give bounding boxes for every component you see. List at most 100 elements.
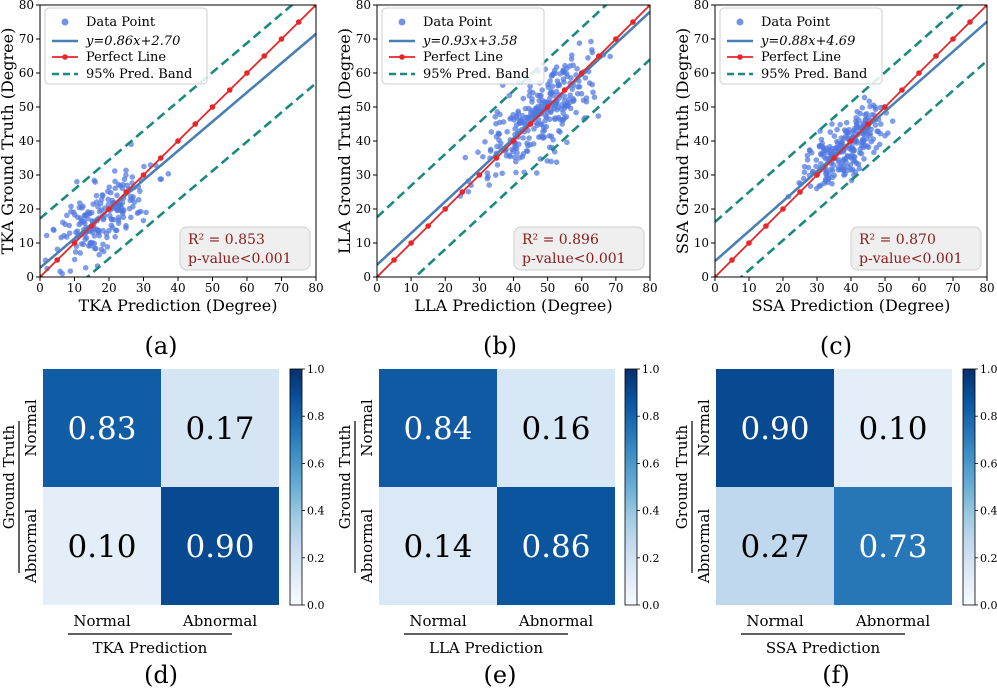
data-point bbox=[549, 83, 556, 89]
data-point bbox=[560, 68, 567, 75]
colorbar-tick-label: 0.0 bbox=[307, 599, 325, 612]
data-point bbox=[824, 150, 830, 156]
data-point bbox=[853, 128, 860, 134]
data-point bbox=[85, 209, 91, 215]
perfect-line-marker bbox=[261, 53, 268, 59]
colorbar-tick-label: 0.2 bbox=[642, 552, 660, 565]
y-tick-label: 20 bbox=[694, 202, 709, 216]
data-point bbox=[607, 53, 613, 60]
perfect-line-marker bbox=[899, 87, 905, 93]
data-point bbox=[105, 196, 112, 203]
data-point bbox=[861, 156, 867, 162]
x-tick-label: 70 bbox=[274, 281, 289, 295]
col-label: Abnormal bbox=[518, 612, 593, 630]
data-point bbox=[531, 126, 537, 132]
y-tick-label: 20 bbox=[19, 202, 34, 216]
data-point bbox=[92, 245, 98, 252]
data-point bbox=[861, 94, 868, 101]
data-point bbox=[113, 227, 119, 234]
data-point bbox=[536, 97, 543, 104]
upper-pred-band bbox=[715, 5, 964, 223]
data-point bbox=[118, 204, 125, 211]
data-point bbox=[867, 132, 873, 139]
x-tick-label: 50 bbox=[540, 281, 555, 295]
y-axis-label: TKA Ground Truth (Degree) bbox=[0, 28, 17, 255]
data-point bbox=[516, 118, 523, 125]
data-point bbox=[548, 158, 554, 165]
perfect-line-marker bbox=[442, 206, 449, 212]
heatmap-cell-label: 0.83 bbox=[67, 411, 136, 447]
legend-perfect-dot bbox=[737, 54, 743, 60]
perfect-line-marker bbox=[848, 138, 854, 144]
data-point bbox=[108, 222, 115, 229]
data-point bbox=[104, 244, 111, 250]
y-tick-label: 0 bbox=[363, 270, 371, 284]
data-point bbox=[568, 56, 575, 62]
data-point bbox=[137, 188, 143, 194]
scatter-panel-c: 0 10 20 30 40 50 60 70 80 0 10 20 30 40 50 60 70 80 SSA Pr… bbox=[673, 0, 995, 360]
data-point bbox=[546, 95, 553, 102]
data-point bbox=[121, 176, 128, 183]
data-point bbox=[854, 138, 860, 144]
data-point bbox=[842, 128, 849, 135]
data-point bbox=[96, 251, 102, 258]
data-point bbox=[91, 177, 98, 184]
perfect-line-marker bbox=[209, 104, 216, 110]
heatmap-cell bbox=[161, 369, 279, 487]
data-point bbox=[112, 234, 118, 240]
data-point bbox=[117, 183, 124, 189]
data-point bbox=[805, 164, 812, 171]
data-point bbox=[801, 169, 808, 176]
data-point bbox=[128, 214, 134, 221]
panel-caption: (d) bbox=[144, 661, 178, 689]
data-point bbox=[119, 200, 126, 206]
data-point bbox=[556, 82, 563, 89]
x-axis-label: LLA Prediction (Degree) bbox=[414, 296, 612, 315]
data-point bbox=[130, 194, 136, 200]
data-point bbox=[99, 192, 106, 199]
perfect-line-marker bbox=[578, 70, 585, 76]
col-label: Normal bbox=[746, 612, 803, 630]
data-point bbox=[574, 90, 581, 97]
heatmap-cell bbox=[834, 487, 952, 605]
colorbar-tick-label: 0.8 bbox=[307, 410, 325, 423]
perfect-line-marker bbox=[278, 36, 285, 42]
x-tick-label: 10 bbox=[741, 281, 756, 295]
heatmap-panel-f: 0.90 0.10 0.27 0.73 Normal Abnormal Normal Abno… bbox=[673, 363, 997, 689]
data-point bbox=[526, 135, 532, 141]
scatter-panel-a: 0 10 20 30 40 50 60 70 80 0 10 20 30 40 50 60 70 80 TKA Pr… bbox=[0, 0, 324, 360]
data-point bbox=[588, 38, 594, 45]
data-point bbox=[553, 159, 560, 165]
data-point bbox=[829, 174, 836, 181]
plot-area bbox=[377, 5, 650, 277]
stats-box: R² = 0.870 p-value<0.001 bbox=[850, 226, 982, 271]
data-point bbox=[540, 128, 546, 135]
data-point bbox=[58, 234, 64, 241]
heatmap-cell-label: 0.90 bbox=[185, 529, 254, 565]
lower-pred-band bbox=[739, 59, 987, 277]
data-point bbox=[520, 95, 527, 102]
y-tick-label: 60 bbox=[19, 66, 34, 80]
data-point bbox=[63, 234, 70, 240]
data-point bbox=[804, 152, 811, 159]
data-point bbox=[119, 210, 126, 217]
y-tick-label: 70 bbox=[694, 32, 709, 46]
data-point bbox=[72, 249, 79, 255]
y-tick-label: 70 bbox=[356, 32, 371, 46]
heatmap-cell bbox=[43, 487, 161, 605]
data-point bbox=[866, 98, 873, 104]
data-point bbox=[135, 196, 142, 203]
x-tick-label: 60 bbox=[239, 281, 254, 295]
panel-caption: (c) bbox=[820, 332, 852, 360]
data-point bbox=[570, 96, 576, 102]
heatmap-cell bbox=[379, 487, 497, 605]
legend-label-data-point: Data Point bbox=[761, 15, 831, 30]
data-point bbox=[516, 141, 522, 147]
x-tick-label: 10 bbox=[67, 281, 82, 295]
data-point bbox=[859, 105, 866, 111]
data-point bbox=[834, 126, 840, 133]
row-label: Abnormal bbox=[695, 509, 713, 584]
data-point bbox=[590, 89, 596, 96]
data-point bbox=[482, 138, 488, 145]
